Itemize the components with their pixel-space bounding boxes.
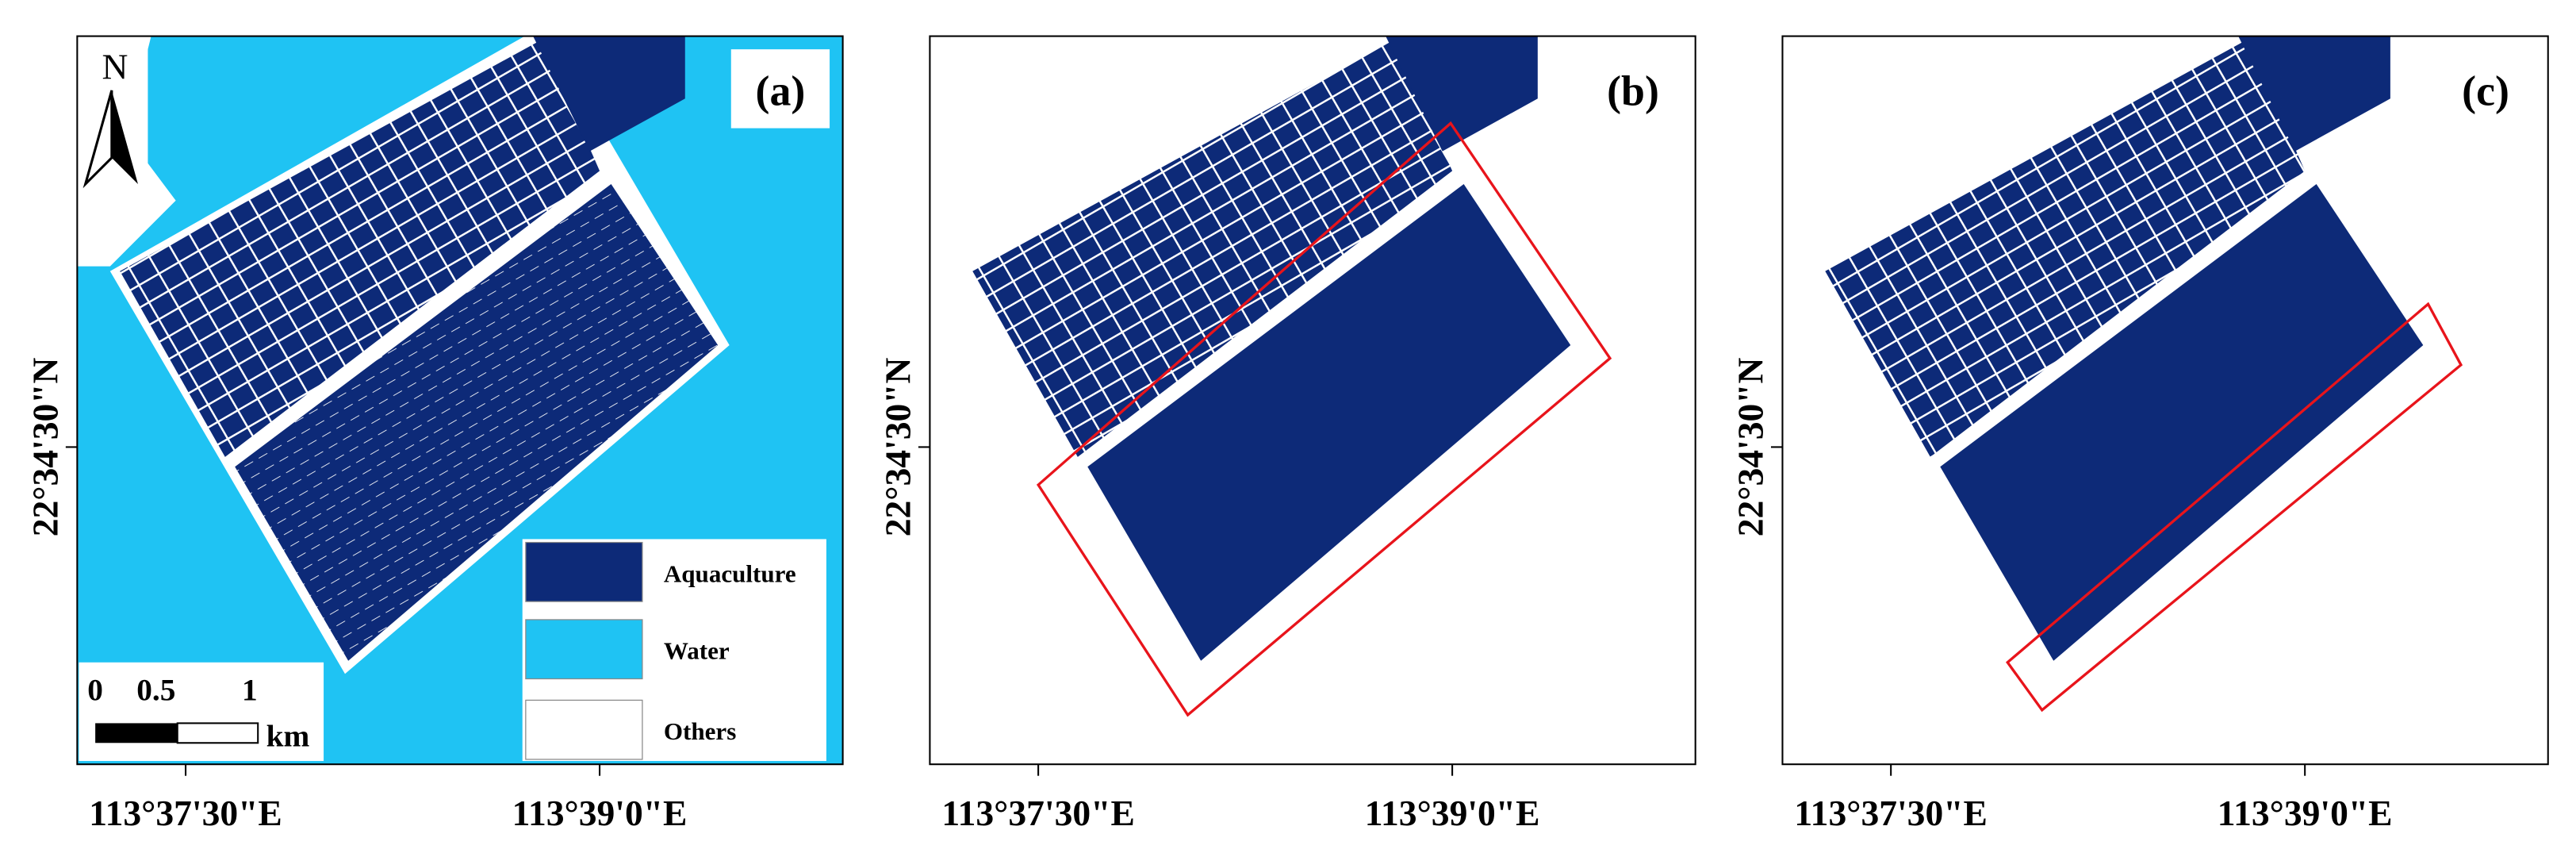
x-tick-label: 113°39'0"E (1365, 793, 1540, 833)
legend-swatch (525, 541, 643, 602)
farm-top-right (533, 36, 685, 152)
map-frame (76, 35, 844, 766)
x-tick-label: 113°37'30"E (1794, 793, 1988, 833)
farm-top-right (1386, 36, 1538, 152)
farm-grid (972, 39, 1453, 457)
scale-tick-label: 0.5 (136, 672, 175, 707)
map-panel: 113°37'30"E 113°39'0"E 22°34'30"N (a) (25, 35, 844, 833)
legend-swatch (525, 699, 643, 760)
farm-grid (1825, 39, 2306, 457)
scale-tick-label: 1 (242, 672, 258, 707)
map-frame (929, 35, 1696, 766)
scale-bg (79, 662, 324, 762)
scale-bar-white (176, 722, 259, 744)
scale-tick-label: 0 (87, 672, 103, 707)
panel-label: (a) (756, 67, 806, 115)
scale-unit: km (266, 718, 310, 753)
x-tick-label: 113°37'30"E (89, 793, 282, 833)
farm-lower (1940, 183, 2424, 661)
legend-label: Water (664, 637, 730, 665)
farm-grid (120, 39, 600, 457)
map-body (930, 36, 1696, 765)
north-arrow-right (111, 90, 138, 184)
panel-label: (c) (2462, 67, 2509, 115)
farm-top-right (2238, 36, 2390, 152)
north-label: N (102, 46, 128, 86)
highlight-box (2006, 302, 2463, 713)
map-frame (1781, 35, 2549, 766)
map-body (1782, 36, 2548, 765)
highlight-box (1036, 121, 1612, 717)
scale-bar-black (95, 723, 178, 743)
map-body (77, 36, 843, 765)
x-tick-label: 113°39'0"E (2218, 793, 2393, 833)
legend-label: Others (664, 717, 736, 745)
x-tick-label: 113°37'30"E (941, 793, 1135, 833)
farm-lower (235, 183, 719, 661)
y-tick-label: 22°34'30"N (25, 357, 65, 536)
farm-lower (1087, 183, 1571, 661)
x-tick-label: 113°39'0"E (512, 793, 688, 833)
legend-label: Aquaculture (664, 559, 796, 587)
y-tick-label: 22°34'30"N (1731, 357, 1771, 536)
map-panel: 113°37'30"E 113°39'0"E 22°34'30"N (b) (878, 35, 1696, 833)
map-panel: 113°37'30"E 113°39'0"E 22°34'30"N (c) (1731, 35, 2549, 833)
label-bg (730, 49, 830, 129)
legend-swatch (525, 619, 643, 680)
y-tick-label: 22°34'30"N (878, 357, 918, 536)
panel-label: (b) (1607, 67, 1659, 115)
